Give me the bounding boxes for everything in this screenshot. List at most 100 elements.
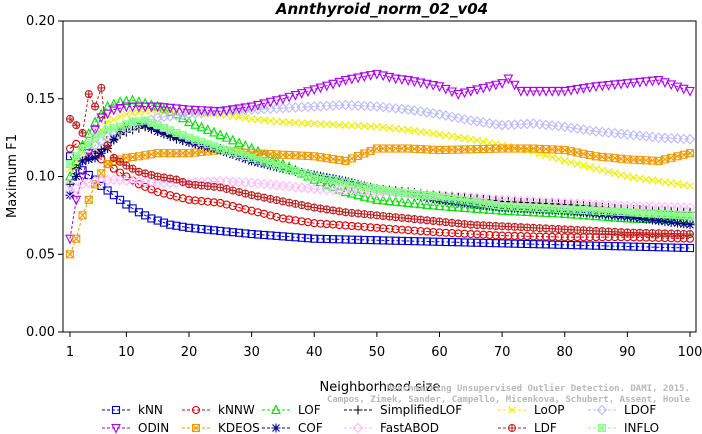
data-point (85, 90, 93, 98)
data-point (283, 181, 295, 192)
data-point (84, 195, 93, 204)
data-point (141, 169, 149, 177)
data-point (172, 176, 180, 184)
data-point (365, 192, 376, 203)
data-point (610, 154, 619, 163)
data-point (166, 175, 174, 183)
data-point (102, 109, 113, 120)
data-point (240, 103, 251, 114)
data-point (328, 79, 338, 90)
data-point (484, 118, 495, 129)
data-point (554, 155, 563, 163)
data-point (235, 228, 244, 237)
data-point (146, 123, 156, 133)
data-point (585, 241, 594, 250)
y-tick-label: 0.15 (26, 92, 55, 107)
data-point (228, 148, 237, 157)
data-point (391, 187, 400, 196)
data-point (635, 242, 644, 251)
y-axis: 0.00 0.05 0.10 0.15 0.20 (26, 14, 63, 340)
data-point (303, 234, 313, 243)
data-point (491, 231, 500, 240)
data-point (648, 176, 657, 185)
data-point (160, 123, 168, 132)
data-point (379, 123, 388, 132)
data-point (403, 197, 414, 207)
data-point (672, 218, 682, 228)
data-point (253, 115, 262, 124)
data-point (79, 129, 87, 137)
data-point (116, 122, 124, 131)
data-point (686, 149, 694, 158)
data-point (479, 230, 488, 239)
data-point (610, 207, 619, 216)
data-point (371, 69, 382, 80)
data-point (573, 160, 582, 168)
data-point (447, 87, 457, 98)
data-point (191, 405, 201, 415)
data-point (372, 122, 381, 131)
data-point (304, 170, 312, 179)
data-point (378, 71, 389, 82)
data-point (617, 171, 625, 179)
data-point (72, 139, 81, 148)
data-point (335, 155, 344, 165)
data-point (285, 199, 293, 207)
data-point (535, 240, 544, 249)
data-point (384, 102, 395, 114)
data-point (329, 176, 337, 185)
data-point (329, 120, 337, 129)
data-point (103, 125, 112, 134)
data-point (409, 197, 420, 208)
data-point (422, 199, 432, 209)
data-point (209, 198, 219, 207)
data-point (459, 88, 470, 99)
y-axis-label: Maximum F1 (5, 134, 20, 218)
data-point (485, 144, 494, 153)
data-point (448, 194, 456, 203)
legend-item: kNNW (182, 403, 255, 417)
data-point (353, 189, 363, 200)
data-point (686, 230, 694, 238)
data-point (97, 84, 105, 92)
data-point (441, 145, 450, 154)
data-point (565, 122, 577, 133)
data-point (584, 83, 595, 93)
data-point (221, 131, 232, 142)
data-point (592, 241, 601, 250)
data-point (615, 128, 627, 140)
data-point (592, 164, 600, 173)
data-point (616, 79, 627, 90)
data-point (222, 227, 231, 236)
data-point (297, 233, 306, 242)
data-point (628, 129, 639, 141)
data-point (459, 202, 470, 212)
data-point (416, 145, 425, 154)
data-point (96, 113, 107, 124)
data-point (354, 121, 362, 130)
data-point (441, 131, 450, 140)
data-point (72, 152, 81, 161)
data-point (434, 82, 445, 93)
data-point (285, 215, 294, 224)
data-point (522, 86, 533, 97)
data-point (135, 117, 143, 126)
data-point (571, 123, 583, 134)
data-point (404, 189, 413, 198)
legend-item: LDF (498, 421, 557, 434)
data-point (241, 152, 250, 160)
data-point (354, 181, 362, 190)
data-point (360, 182, 369, 191)
data-point (108, 174, 120, 185)
data-point (554, 204, 563, 213)
data-point (354, 222, 363, 231)
data-point (165, 103, 176, 114)
data-point (429, 192, 438, 200)
data-point (159, 103, 169, 113)
data-point (246, 142, 257, 153)
data-point (410, 126, 419, 135)
data-point (303, 218, 313, 227)
data-point (378, 194, 389, 205)
data-point (377, 101, 389, 113)
data-point (447, 238, 457, 247)
